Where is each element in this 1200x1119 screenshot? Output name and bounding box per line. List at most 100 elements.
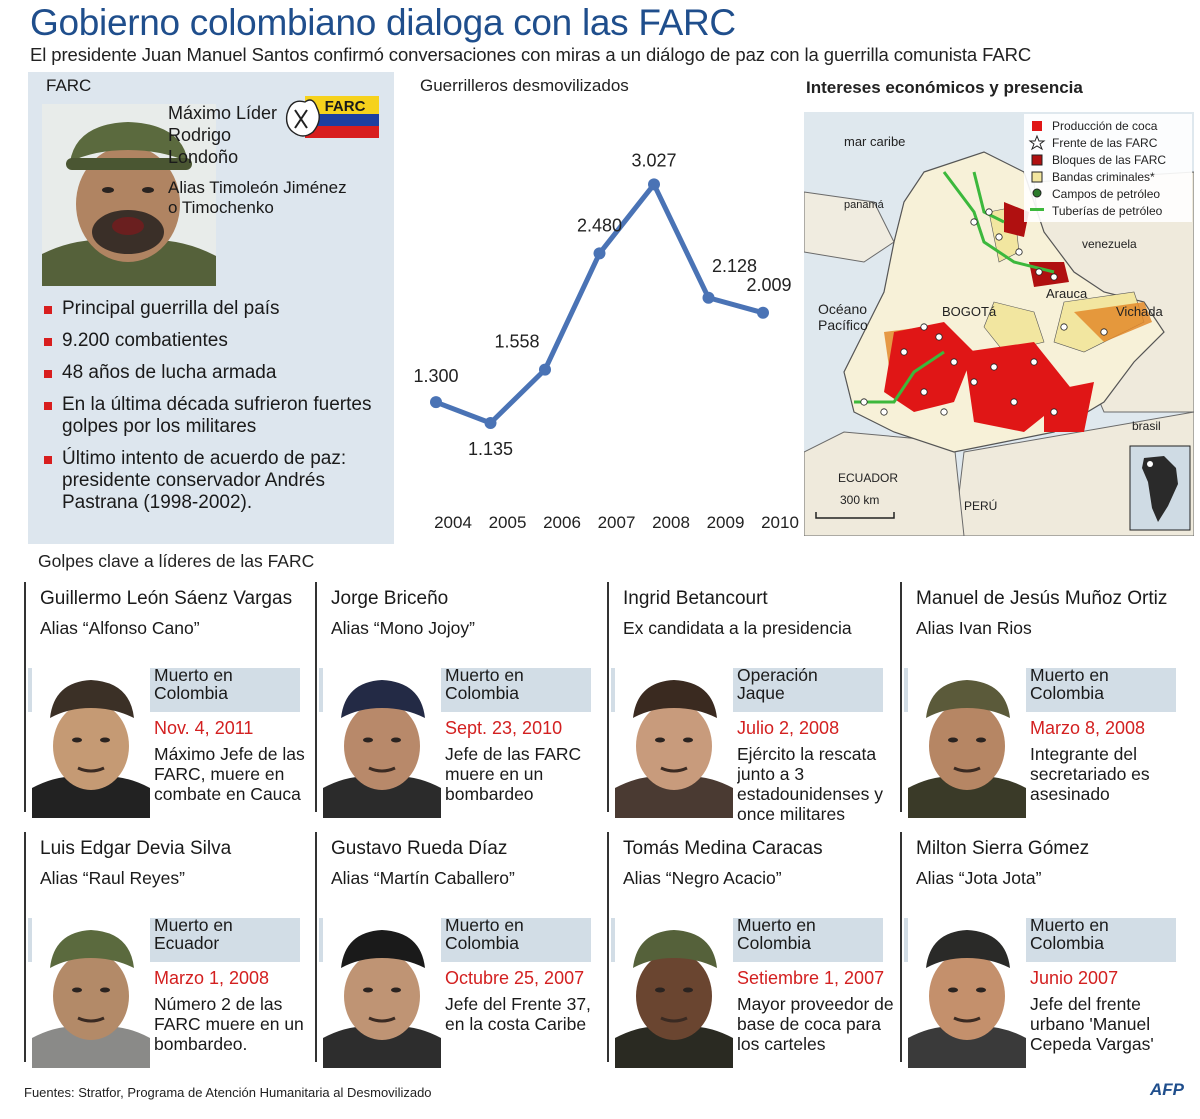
leader-card-description: Jefe del frente urbano 'Manuel Cepeda Va…: [1030, 994, 1154, 1054]
leader-card-alias: Alias “Alfonso Cano”: [40, 618, 200, 638]
leader-card-event-line-2: Ecuador: [154, 933, 220, 953]
label-scale: 300 km: [840, 493, 879, 507]
leader-card-event: Muerto en Colombia: [1030, 916, 1109, 952]
farc-fact: 9.200 combatientes: [42, 330, 392, 352]
leader-card-description: Máximo Jefe de las FARC, muere en combat…: [154, 744, 305, 804]
page-title: Gobierno colombiano dialoga con las FARC: [30, 2, 736, 43]
leader-card-alias: Alias “Martín Caballero”: [331, 868, 515, 888]
legend-coca: Producción de coca: [1052, 119, 1158, 133]
card-divider: [900, 582, 902, 812]
leader-card-date: Sept. 23, 2010: [445, 718, 563, 738]
legend-farc-blocks: Bloques de las FARC: [1052, 153, 1166, 167]
chart-point: [593, 247, 606, 260]
leader-card: Luis Edgar Devia Silva Alias “Raul Reyes…: [24, 832, 314, 1072]
leader-card: Gustavo Rueda Díaz Alias “Martín Caballe…: [315, 832, 605, 1072]
chart-x-tick-label: 2005: [489, 513, 527, 532]
leader-card-date: Junio 2007: [1030, 968, 1119, 988]
label-brasil: brasil: [1132, 419, 1161, 433]
leader-card-event-line-1: Muerto en: [1030, 665, 1109, 685]
leader-portrait-icon: [32, 668, 150, 818]
label-mar-caribe: mar caribe: [844, 134, 905, 149]
leader-card-event-line-1: Muerto en: [737, 915, 816, 935]
leader-card-event-line-1: Operación: [737, 665, 818, 685]
leader-card-name: Gustavo Rueda Díaz: [331, 838, 508, 859]
chart-point: [484, 416, 497, 429]
chart-x-tick-label: 2009: [707, 513, 745, 532]
leader-portrait-icon: [615, 918, 733, 1068]
leader-card-event-line-2: Colombia: [445, 683, 519, 703]
leader-card-event-line-1: Muerto en: [445, 915, 524, 935]
leader-card-description: Integrante del secretariado es asesinado: [1030, 744, 1150, 804]
leader-portrait-icon: [42, 104, 216, 286]
farc-fact: Principal guerrilla del país: [42, 298, 392, 320]
chart-data-label: 1.135: [468, 439, 513, 459]
chart-point: [648, 178, 660, 191]
label-ecuador: ECUADOR: [838, 471, 898, 485]
leader-card-photo: [32, 918, 150, 1068]
leader-card-description: Número 2 de las FARC muere en un bombard…: [154, 994, 304, 1054]
leader-card-event: Muerto en Colombia: [154, 666, 233, 702]
leader-alias-line-2: o Timochenko: [168, 198, 274, 217]
leader-card-photo: [32, 668, 150, 818]
afp-logo: AFP: [1150, 1080, 1184, 1099]
golpes-section-title: Golpes clave a líderes de las FARC: [38, 551, 315, 571]
label-arauca: Arauca: [1046, 286, 1088, 301]
leader-card-event-line-1: Muerto en: [154, 915, 233, 935]
leader-card-event-line-2: Jaque: [737, 683, 785, 703]
chart-data-label: 1.558: [494, 332, 539, 352]
leader-card-photo: [615, 668, 733, 818]
farc-fact: En la última década sufrieron fuertes go…: [42, 394, 392, 438]
chart-data-label: 3.027: [631, 150, 676, 170]
leader-card-event-line-2: Colombia: [1030, 683, 1104, 703]
leader-card-name: Manuel de Jesús Muñoz Ortiz: [916, 588, 1168, 609]
leader-role-title: Máximo Líder: [168, 103, 278, 123]
chart-x-tick-label: 2004: [434, 513, 472, 532]
page-subtitle: El presidente Juan Manuel Santos confirm…: [30, 44, 1032, 65]
leader-card-event-line-2: Colombia: [445, 933, 519, 953]
leader-card-event: Muerto en Colombia: [445, 916, 524, 952]
leader-card: Tomás Medina Caracas Alias “Negro Acacio…: [607, 832, 897, 1072]
leader-card-alias: Alias “Raul Reyes”: [40, 868, 185, 888]
leader-card-photo: [323, 918, 441, 1068]
leader-card-alias: Alias Ivan Rios: [916, 618, 1032, 638]
chart-x-tick-label: 2010: [761, 513, 799, 532]
leader-card-date: Nov. 4, 2011: [154, 718, 254, 738]
leader-card-photo: [615, 918, 733, 1068]
card-divider: [24, 582, 26, 812]
legend-oil-fields: Campos de petróleo: [1052, 187, 1160, 201]
card-divider: [607, 832, 609, 1062]
label-oceano: Océano: [818, 301, 867, 317]
farc-logo: FARC: [283, 92, 381, 144]
farc-panel-label: FARC: [46, 76, 92, 95]
farc-facts-list: Principal guerrilla del país 9.200 comba…: [42, 298, 392, 524]
leader-card-date: Marzo 1, 2008: [154, 968, 270, 988]
map-title: Intereses económicos y presencia: [806, 78, 1083, 97]
leader-portrait-icon: [323, 668, 441, 818]
leader-last-name: Londoño: [168, 147, 239, 167]
leader-portrait-icon: [32, 918, 150, 1068]
leader-card-event: Muerto en Ecuador: [154, 916, 233, 952]
leader-card: Jorge Briceño Alias “Mono Jojoy” Muerto …: [315, 582, 605, 822]
chart-title: Guerrilleros desmovilizados: [420, 76, 629, 95]
leader-card: Ingrid Betancourt Ex candidata a la pres…: [607, 582, 897, 824]
leader-card-photo: [323, 668, 441, 818]
chart-point: [430, 396, 442, 409]
leader-card-alias: Alias “Jota Jota”: [916, 868, 1042, 888]
leader-card-name: Ingrid Betancourt: [623, 588, 768, 609]
chart-point: [702, 291, 715, 304]
chart-x-tick-label: 2006: [543, 513, 581, 532]
farc-front-markers: [860, 208, 1108, 416]
label-vichada: Vichada: [1116, 304, 1164, 319]
label-pacifico: Pacífico: [818, 317, 868, 333]
leader-card: Manuel de Jesús Muñoz Ortiz Alias Ivan R…: [900, 582, 1190, 822]
leader-card-alias: Ex candidata a la presidencia: [623, 618, 852, 638]
leader-card-event-line-1: Muerto en: [1030, 915, 1109, 935]
card-divider: [315, 582, 317, 812]
leader-card-event-line-2: Colombia: [154, 683, 228, 703]
label-peru: PERÚ: [964, 498, 997, 513]
farc-panel: FARC Máximo Líder Rodrigo Londoño Alias …: [28, 72, 394, 544]
leader-card-event: Operación Jaque: [737, 666, 818, 702]
leader-card-event-line-1: Muerto en: [445, 665, 524, 685]
leader-alias-line-1: Alias Timoleón Jiménez: [168, 178, 347, 197]
leader-card: Guillermo León Sáenz Vargas Alias “Alfon…: [24, 582, 314, 822]
